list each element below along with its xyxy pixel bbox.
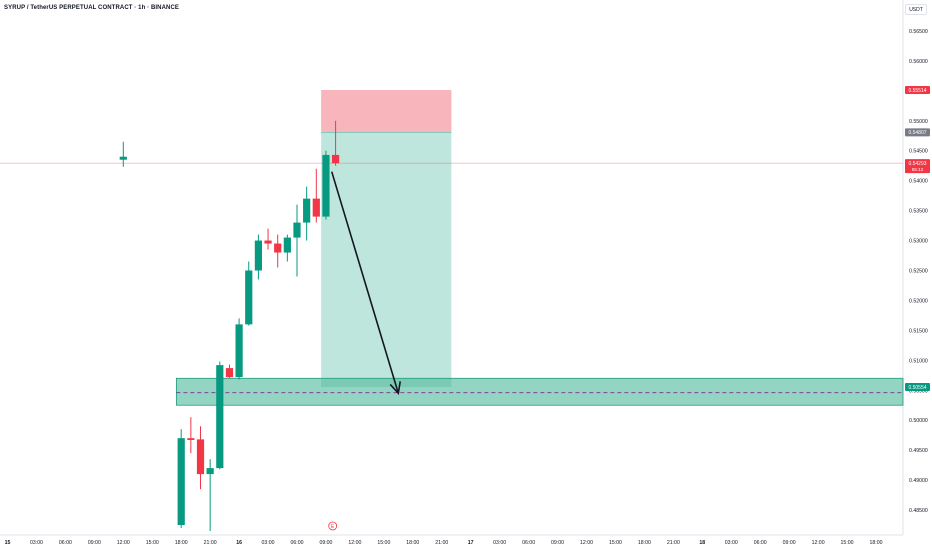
x-tick-label: 15 — [5, 540, 11, 546]
x-tick-label: 09:00 — [319, 540, 332, 546]
candle-body — [322, 154, 330, 217]
candle-body — [303, 198, 311, 223]
candle-body — [293, 222, 301, 238]
last-price-tag-text: 0.54293 — [908, 161, 926, 167]
candle-body — [312, 198, 320, 217]
event-marker-icon — [328, 521, 338, 531]
chart-title: SYRUP / TetherUS PERPETUAL CONTRACT · 1h… — [4, 5, 180, 11]
x-tick-label: 09:00 — [783, 540, 796, 546]
y-tick-label: 0.53500 — [909, 209, 928, 215]
x-tick-label: 12:00 — [348, 540, 361, 546]
x-tick-label: 18:00 — [870, 540, 883, 546]
x-tick-label: 12:00 — [812, 540, 825, 546]
x-tick-label: 03:00 — [725, 540, 738, 546]
y-tick-label: 0.53000 — [909, 239, 928, 245]
x-tick-label: 03:00 — [30, 540, 43, 546]
y-tick-label: 0.54000 — [909, 179, 928, 185]
y-tick-label: 0.49000 — [909, 478, 928, 484]
y-tick-label: 0.51500 — [909, 328, 928, 334]
candle-body — [332, 154, 340, 164]
x-tick-label: 12:00 — [580, 540, 593, 546]
x-tick-label: 18:00 — [638, 540, 651, 546]
x-tick-label: 21:00 — [435, 540, 448, 546]
y-tick-label: 0.54500 — [909, 149, 928, 155]
currency-button[interactable]: USDT — [905, 4, 927, 15]
x-tick-label: 15:00 — [377, 540, 390, 546]
x-tick-label: 21:00 — [667, 540, 680, 546]
x-tick-label: 06:00 — [59, 540, 72, 546]
x-tick-label: 06:00 — [754, 540, 767, 546]
candle-body — [206, 468, 214, 475]
x-tick-label: 06:00 — [522, 540, 535, 546]
x-tick-label: 15:00 — [841, 540, 854, 546]
y-tick-label: 0.56000 — [909, 59, 928, 65]
candle-body — [254, 240, 262, 271]
y-tick-label: 0.48500 — [909, 508, 928, 514]
candle-body — [264, 240, 272, 244]
stop-loss-zone — [321, 90, 452, 133]
x-tick-label: 03:00 — [262, 540, 275, 546]
entry-price-tag-bg — [905, 128, 930, 137]
target-price-tag-text: 0.50554 — [908, 385, 926, 391]
support-zone — [175, 377, 904, 406]
candle-body — [216, 365, 224, 469]
y-tick-label: 0.51000 — [909, 358, 928, 364]
y-tick-label: 0.52000 — [909, 298, 928, 304]
x-tick-label: 06:00 — [291, 540, 304, 546]
x-tick-label: 15:00 — [146, 540, 159, 546]
candle-body — [225, 368, 234, 378]
target-price-tag-bg — [905, 383, 930, 392]
arrow-head — [389, 381, 402, 396]
y-tick-label: 0.50000 — [909, 418, 928, 424]
entry-price-tag-text: 0.54807 — [908, 130, 926, 136]
y-tick-label: 0.52500 — [909, 268, 928, 274]
x-tick-label: 21:00 — [204, 540, 217, 546]
x-tick-label: 15:00 — [609, 540, 622, 546]
y-tick-label: 0.55000 — [909, 119, 928, 125]
candle-body — [177, 438, 185, 525]
y-tick-label: 0.50500 — [909, 388, 928, 394]
y-tick-label: 0.56500 — [909, 29, 928, 35]
x-tick-label: 16 — [236, 540, 242, 546]
event-marker-label: E — [331, 524, 335, 530]
last-price-tag-bg — [905, 159, 930, 174]
candle-body — [274, 243, 282, 253]
stop-price-tag-bg — [905, 86, 930, 95]
x-tick-label: 03:00 — [493, 540, 506, 546]
take-profit-zone — [321, 132, 452, 388]
x-tick-label: 09:00 — [551, 540, 564, 546]
x-tick-label: 18:00 — [406, 540, 419, 546]
candle-body — [196, 439, 205, 475]
candle-body — [283, 237, 291, 253]
x-tick-label: 18:00 — [175, 540, 188, 546]
x-tick-label: 18 — [699, 540, 705, 546]
x-tick-label: 12:00 — [117, 540, 130, 546]
x-tick-label: 17 — [468, 540, 474, 546]
projection-arrow — [330, 171, 400, 394]
candle-body — [245, 270, 253, 325]
x-tick-label: 09:00 — [88, 540, 101, 546]
last-price-tag-countdown: 55:12 — [912, 167, 924, 172]
candle-body — [187, 438, 195, 440]
y-tick-label: 0.49500 — [909, 448, 928, 454]
candle-body — [119, 156, 127, 160]
candle-body — [235, 324, 243, 378]
stop-price-tag-text: 0.55514 — [908, 88, 926, 94]
